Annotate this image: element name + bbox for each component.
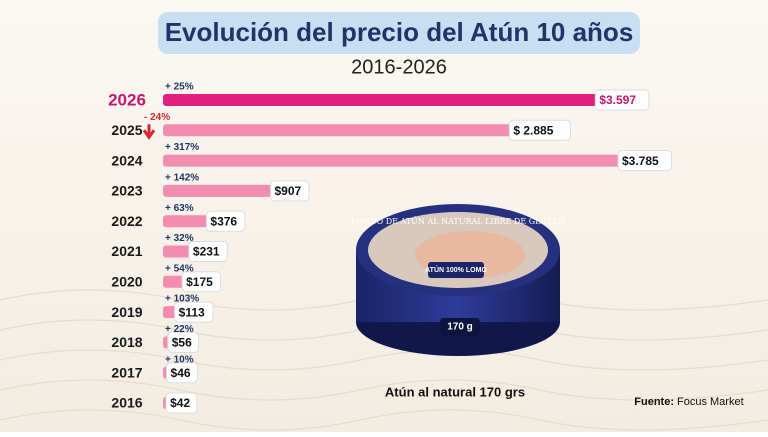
value-label: $56	[172, 336, 192, 350]
change-label: + 22%	[165, 324, 194, 335]
source-name: Focus Market	[677, 396, 744, 408]
value-label-box	[594, 89, 650, 111]
value-label: $42	[170, 396, 190, 410]
change-label: + 10%	[165, 354, 194, 365]
value-label-box	[270, 180, 310, 202]
value-label: $376	[210, 214, 237, 228]
y-tick-label: 2022	[111, 213, 142, 229]
bar	[163, 245, 191, 258]
value-label-box	[188, 241, 228, 262]
bar	[163, 184, 273, 197]
caption: Atún al natural 170 grs	[385, 384, 525, 399]
source-label: Fuente:	[634, 396, 674, 408]
value-label: $113	[179, 305, 205, 319]
y-tick-label: 2019	[111, 304, 142, 320]
value-label: $3.597	[599, 93, 636, 107]
value-label-box	[165, 392, 198, 414]
value-label: $46	[171, 366, 191, 380]
value-label: $3.785	[622, 154, 659, 168]
bar	[163, 275, 185, 288]
drop-arrow	[142, 124, 156, 140]
value-label-box	[205, 210, 246, 232]
bar	[163, 215, 209, 228]
y-tick-label: 2023	[111, 183, 142, 199]
bar	[163, 154, 620, 167]
change-label: + 32%	[165, 233, 194, 244]
y-tick-label: 2026	[108, 90, 146, 109]
change-label: + 142%	[165, 173, 199, 184]
chart-subtitle: 2016-2026	[351, 56, 447, 78]
bar	[163, 306, 177, 319]
value-label-box	[617, 150, 673, 172]
y-tick-label: 2021	[111, 243, 142, 259]
y-tick-label: 2024	[111, 152, 142, 168]
y-tick-label: 2018	[111, 334, 142, 350]
chart-title: Evolución del precio del Atún 10 años	[165, 17, 634, 47]
change-label: + 63%	[165, 203, 194, 214]
change-label: + 25%	[165, 82, 194, 93]
change-label: + 317%	[165, 142, 199, 153]
bar	[163, 94, 598, 106]
value-label-box	[174, 301, 214, 323]
y-tick-label: 2025	[111, 122, 142, 138]
change-label: - 24%	[144, 112, 170, 123]
y-tick-label: 2017	[111, 364, 142, 380]
value-label-box	[181, 271, 222, 293]
value-label-box	[166, 362, 198, 384]
y-tick-label: 2020	[111, 274, 142, 290]
can-weight: 170 g	[447, 322, 473, 333]
change-label: + 54%	[165, 263, 194, 274]
y-tick-label: 2016	[111, 395, 142, 411]
value-label-box	[508, 119, 572, 141]
can-badge: ATÚN 100% LOMO	[425, 265, 487, 274]
can-label: FONDO DE ATÚN AL NATURAL LIBRE DE GLUTEN	[351, 217, 565, 226]
title-box	[158, 12, 640, 54]
tuna-can: FONDO DE ATÚN AL NATURAL LIBRE DE GLUTEN…	[351, 204, 565, 356]
value-label: $231	[193, 245, 220, 259]
bar	[163, 124, 512, 137]
value-label: $ 2.885	[513, 123, 553, 137]
value-label: $175	[186, 275, 213, 289]
value-label: $907	[275, 184, 302, 198]
value-label-box	[167, 331, 200, 353]
change-label: + 103%	[165, 294, 199, 305]
